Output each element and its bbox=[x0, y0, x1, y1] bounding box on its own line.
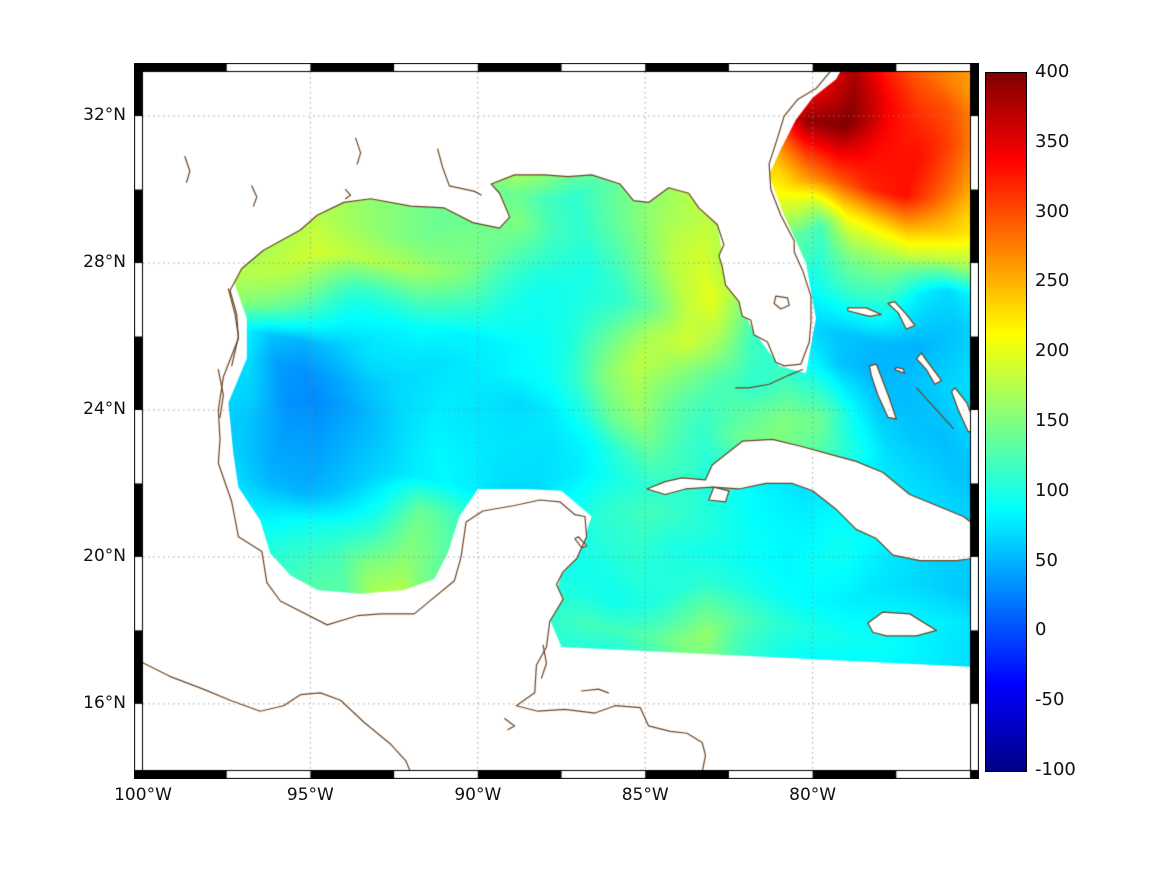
colorbar-tick-label: 300 bbox=[1035, 200, 1070, 222]
y-tick-label: 20°N bbox=[83, 545, 126, 566]
x-tick-label: 90°W bbox=[454, 785, 502, 805]
x-tick-label: 80°W bbox=[789, 785, 837, 805]
colorbar-tick-label: 400 bbox=[1035, 61, 1070, 82]
y-tick-label: 16°N bbox=[83, 692, 126, 713]
colorbar-tick-label: 350 bbox=[1035, 130, 1070, 152]
colorbar-tick-label: 50 bbox=[1035, 549, 1058, 571]
colorbar-tick-label: 250 bbox=[1035, 270, 1070, 292]
colorbar-tick-label: 100 bbox=[1035, 479, 1070, 501]
colorbar-tick-label: -50 bbox=[1035, 689, 1065, 711]
y-tick-label: 24°N bbox=[83, 398, 126, 419]
colorbar bbox=[985, 72, 1027, 772]
colorbar-tick-label: 0 bbox=[1035, 619, 1047, 641]
x-tick-label: 85°W bbox=[621, 785, 669, 805]
y-tick-label: 32°N bbox=[83, 105, 126, 126]
map-plot bbox=[134, 63, 979, 779]
colorbar-tick-label: 200 bbox=[1035, 340, 1070, 362]
y-tick-label: 28°N bbox=[83, 252, 126, 273]
x-tick-label: 100°W bbox=[114, 785, 172, 805]
colorbar-tick-label: 150 bbox=[1035, 410, 1070, 431]
x-tick-label: 95°W bbox=[286, 785, 334, 805]
colorbar-tick-label: -100 bbox=[1035, 759, 1076, 780]
